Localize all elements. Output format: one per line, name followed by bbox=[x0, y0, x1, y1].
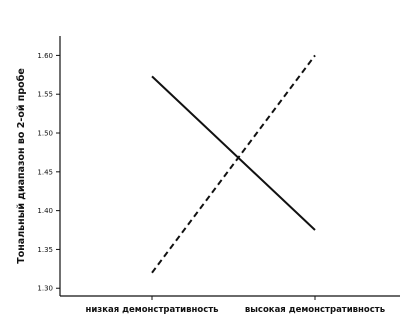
x-category-label: низкая демонстративность bbox=[85, 305, 218, 315]
series-lines bbox=[151, 54, 316, 274]
y-tick-label: 1.30 bbox=[37, 285, 53, 293]
y-ticks: 1.30 1.35 1.40 1.45 1.50 1.55 1.60 bbox=[37, 52, 60, 293]
y-tick-label: 1.40 bbox=[37, 207, 53, 215]
x-ticks: низкая демонстративность высокая демонстр… bbox=[85, 296, 385, 315]
y-tick-label: 1.50 bbox=[37, 130, 53, 138]
series-line-dashed bbox=[151, 54, 316, 274]
y-tick-label: 1.55 bbox=[37, 91, 53, 99]
axes bbox=[59, 36, 400, 297]
y-axis-title: Тональный диапазон во 2-ой пробе bbox=[16, 68, 27, 264]
y-tick-label: 1.45 bbox=[37, 168, 53, 176]
x-category-label: высокая демонстративность bbox=[245, 305, 385, 315]
y-tick-label: 1.35 bbox=[37, 246, 53, 254]
series-line-solid bbox=[151, 75, 316, 231]
y-tick-label: 1.60 bbox=[37, 52, 53, 60]
